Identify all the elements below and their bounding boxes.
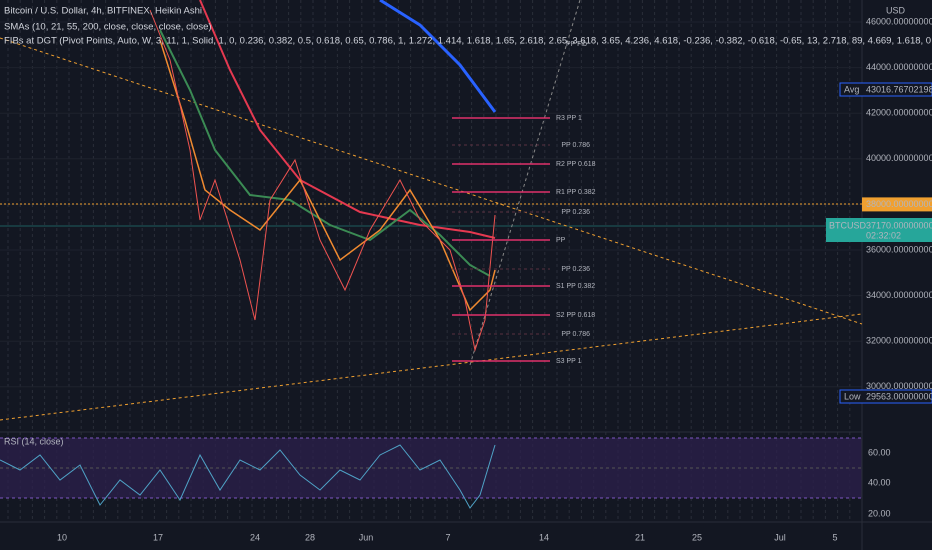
- sma-10: [159, 39, 496, 312]
- header-sma: SMAs (10, 21, 55, 200, close, close, clo…: [4, 22, 212, 33]
- price: [149, 9, 496, 352]
- rsi-line: [0, 444, 496, 509]
- price-label: 46000.00000000: [866, 16, 932, 26]
- pivot-label: S1 PP 0.382: [556, 283, 595, 290]
- pivot-label: PP 0.786: [561, 331, 590, 338]
- price-label: 34000.00000000: [866, 290, 932, 300]
- rsi-label: 20.00: [868, 508, 891, 518]
- header-title: Bitcoin / U.S. Dollar, 4h, BITFINEX, Hei…: [4, 6, 202, 17]
- date-label: 21: [635, 532, 645, 542]
- date-label: 28: [305, 532, 315, 542]
- countdown: 02:32:02: [866, 230, 901, 240]
- low-label: Low: [844, 391, 861, 401]
- rsi-label: 60.00: [868, 447, 891, 457]
- trend-line: [0, 313, 863, 421]
- price-label: 32000.00000000: [866, 336, 932, 346]
- sma-55: [199, 0, 496, 239]
- date-label: Jun: [359, 532, 374, 542]
- pivot-label: S3 PP 1: [556, 358, 582, 365]
- header-fib: FIBs at DGT (Pivot Points, Auto, W, 3, 1…: [4, 36, 932, 47]
- low-box: [839, 389, 932, 404]
- rsi-title: RSI (14, close): [4, 436, 64, 446]
- pivot-label: PP 0.236: [561, 209, 590, 216]
- date-label: 7: [445, 532, 450, 542]
- price-label: 42000.00000000: [866, 108, 932, 118]
- last-label: BTCUSD: [829, 220, 867, 230]
- low-value: 29563.00000000: [866, 391, 932, 401]
- currency: USD: [886, 5, 906, 15]
- sma-21: [159, 29, 491, 277]
- pivot-label: PP 0.236: [561, 266, 590, 273]
- pivot-label: R2 PP 0.618: [556, 161, 596, 168]
- price-label: 38000.00000000: [866, 199, 932, 209]
- price-highlight: [862, 197, 932, 212]
- pivot-label: PP: [556, 237, 566, 244]
- date-label: Jul: [774, 532, 786, 542]
- pp-fib-label: PP Fib: [566, 41, 587, 48]
- fib-ray: [469, 0, 581, 366]
- trend-line: [0, 37, 863, 325]
- price-label: 36000.00000000: [866, 244, 932, 254]
- date-label: 24: [250, 532, 260, 542]
- rsi-label: 40.00: [868, 477, 891, 487]
- last-value: 37170.00000000: [866, 220, 932, 230]
- last-box: [826, 218, 932, 242]
- date-label: 17: [153, 532, 163, 542]
- avg-box: [839, 82, 932, 97]
- pivot-label: R3 PP 1: [556, 115, 582, 122]
- price-label: 30000.00000000: [866, 381, 932, 391]
- avg-label: Avg: [844, 84, 859, 94]
- date-label: 5: [832, 532, 837, 542]
- pivot-label: R1 PP 0.382: [556, 189, 596, 196]
- price-label: 44000.00000000: [866, 62, 932, 72]
- date-label: 25: [692, 532, 702, 542]
- pivot-label: S2 PP 0.618: [556, 312, 595, 319]
- avg-value: 43016.76702198: [866, 84, 932, 94]
- grid: [0, 0, 862, 522]
- date-label: 10: [57, 532, 67, 542]
- price-label: 40000.00000000: [866, 153, 932, 163]
- date-label: 14: [539, 532, 549, 542]
- pivot-label: PP 0.786: [561, 142, 590, 149]
- sma-200: [379, 0, 497, 113]
- rsi-band: [0, 438, 862, 498]
